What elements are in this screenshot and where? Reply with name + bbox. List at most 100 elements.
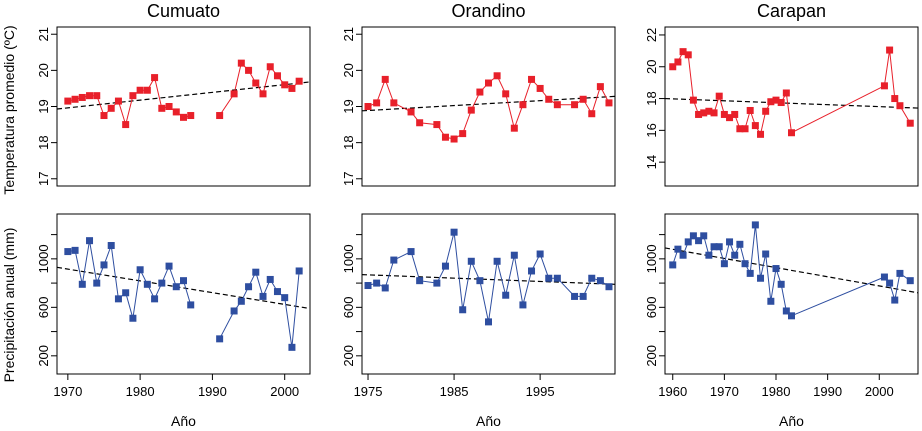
y-tick-label: 18 [36, 135, 51, 149]
data-point [741, 260, 749, 268]
data-point [777, 280, 785, 288]
data-point [571, 292, 579, 300]
panel-carapan-precip: 200 600 1000 1960 1970 1980 1990 2000 Año [644, 213, 919, 429]
data-point [450, 135, 458, 143]
data-point [288, 343, 296, 351]
data-point [64, 248, 72, 256]
data-point [736, 125, 744, 133]
data-point [390, 99, 398, 107]
plot-frame [664, 26, 919, 187]
data-point [710, 243, 718, 251]
y-tick-label: 1000 [644, 244, 659, 273]
data-point [381, 284, 389, 292]
data-point [669, 261, 677, 269]
data-point [782, 89, 790, 97]
data-point [493, 257, 501, 265]
data-point [891, 95, 899, 103]
data-point [579, 292, 587, 300]
data-point [273, 72, 281, 80]
data-point [86, 237, 94, 245]
trend-line [664, 97, 919, 109]
y-axis-title-precipitation: Precipitación anual (mm) [1, 228, 17, 383]
data-point [252, 268, 260, 276]
data-point [86, 92, 94, 100]
x-axis-title: Año [476, 413, 501, 429]
data-point [788, 312, 795, 320]
data-point [720, 110, 728, 118]
data-point [433, 121, 441, 129]
data-point [281, 294, 289, 302]
data-point [751, 122, 759, 130]
plot-frame [664, 213, 919, 375]
data-point [450, 228, 458, 236]
data-point [502, 291, 510, 299]
data-point [151, 295, 159, 303]
series-line [672, 50, 911, 136]
data-point [107, 104, 115, 112]
data-point [78, 93, 86, 101]
data-point [736, 240, 744, 248]
series-line [367, 232, 610, 323]
y-tick-label: 200 [644, 345, 659, 367]
data-point [107, 242, 115, 250]
data-point [180, 277, 187, 285]
data-point [588, 110, 596, 118]
y-tick-label: 1000 [341, 244, 356, 273]
data-point [373, 99, 381, 107]
data-point [467, 257, 475, 265]
y-tick-label: 18 [341, 135, 356, 149]
data-point [731, 251, 739, 259]
data-point [906, 119, 914, 127]
data-point [459, 130, 467, 138]
x-tick-label: 1970 [53, 384, 82, 399]
data-point [187, 112, 195, 120]
data-point [407, 108, 415, 116]
data-point [114, 97, 122, 105]
y-tick-label: 19 [36, 99, 51, 113]
data-point [679, 48, 687, 56]
panels: Cumuato 17 18 19 20 21 Orandino 17 18 19 20 21 Carap… [36, 1, 919, 429]
data-point [476, 88, 484, 96]
data-point [757, 274, 765, 282]
data-point [467, 106, 475, 114]
data-point [536, 84, 544, 92]
trend-line [664, 247, 919, 294]
x-tick-label: 1980 [126, 384, 155, 399]
data-point [281, 81, 289, 89]
x-tick-label: 2000 [270, 384, 299, 399]
data-point [364, 103, 372, 110]
data-point [266, 275, 274, 283]
x-tick-label: 1985 [440, 384, 469, 399]
data-point [684, 238, 692, 246]
data-point [715, 92, 723, 100]
data-point [679, 251, 687, 259]
data-point [571, 101, 579, 109]
data-point [151, 74, 159, 82]
data-point [252, 79, 260, 87]
data-point [528, 75, 536, 83]
data-point [373, 279, 381, 287]
data-point [519, 301, 527, 309]
data-point [407, 248, 415, 256]
data-point [880, 82, 888, 90]
svg-text:Temperatura promedio (ºC): Temperatura promedio (ºC) [1, 25, 17, 194]
data-point [710, 109, 718, 117]
panel-orandino-temp: Orandino 17 18 19 20 21 [341, 1, 616, 187]
data-point [165, 262, 173, 270]
data-point [237, 297, 245, 305]
data-point [674, 245, 682, 253]
panel-orandino-precip: 200 600 1000 1975 1985 1995 Año [341, 213, 616, 429]
data-point [93, 92, 101, 100]
y-tick-label: 20 [36, 63, 51, 77]
data-point [158, 279, 166, 287]
data-point [180, 113, 187, 121]
data-point [230, 90, 238, 98]
data-point [78, 280, 86, 288]
data-point [100, 112, 108, 120]
data-point [726, 114, 734, 122]
x-tick-label: 1980 [762, 384, 791, 399]
data-point [459, 306, 467, 314]
plot-frame [56, 213, 311, 375]
trend-line [56, 81, 311, 110]
data-point [100, 261, 108, 269]
